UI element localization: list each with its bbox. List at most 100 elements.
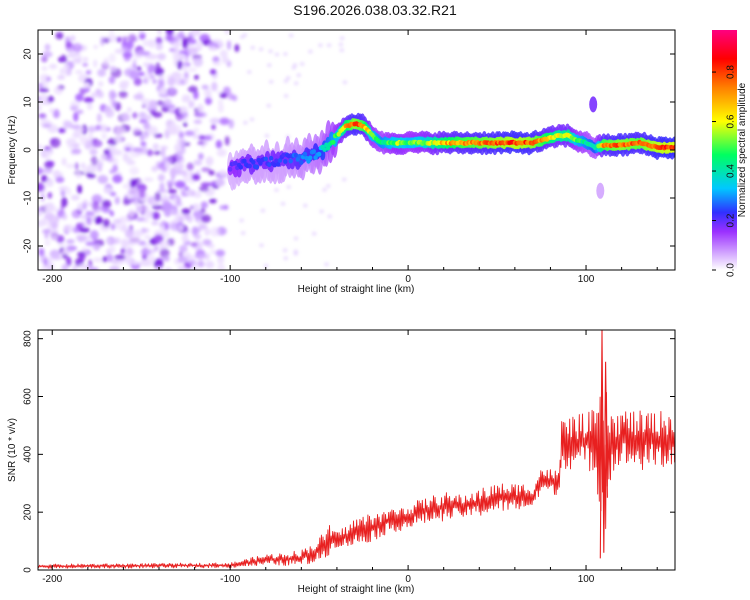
noise-blob bbox=[60, 188, 66, 197]
ridge-core bbox=[311, 149, 316, 154]
noise-blob bbox=[217, 99, 224, 104]
noise-blob bbox=[130, 196, 141, 202]
spectrogram-ridge-layer bbox=[227, 96, 675, 199]
ridge-core bbox=[233, 160, 238, 166]
ridge-core bbox=[299, 160, 304, 165]
noise-blob bbox=[132, 127, 142, 134]
noise-blob bbox=[264, 134, 270, 138]
noise-blob bbox=[151, 165, 159, 172]
noise-blob bbox=[205, 252, 210, 261]
noise-blob bbox=[291, 66, 296, 70]
noise-blob bbox=[181, 208, 191, 215]
noise-blob bbox=[54, 215, 60, 222]
noise-blob bbox=[294, 81, 299, 86]
noise-blob bbox=[266, 103, 271, 108]
noise-blob bbox=[193, 90, 199, 100]
noise-blob bbox=[43, 257, 48, 267]
noise-blob bbox=[143, 62, 150, 67]
noise-blob bbox=[93, 244, 101, 251]
noise-blob bbox=[120, 238, 129, 249]
noise-blob bbox=[173, 162, 185, 171]
noise-blob bbox=[215, 178, 225, 187]
noise-blob bbox=[250, 45, 255, 50]
noise-blob bbox=[187, 85, 198, 93]
noise-blob bbox=[195, 41, 203, 51]
noise-blob bbox=[98, 91, 104, 99]
noise-blob bbox=[61, 197, 68, 208]
noise-blob bbox=[44, 238, 51, 247]
noise-blob bbox=[193, 203, 200, 212]
noise-blob bbox=[75, 172, 82, 179]
noise-blob bbox=[97, 162, 103, 173]
noise-blob bbox=[119, 80, 129, 90]
noise-blob bbox=[57, 74, 66, 80]
noise-blob bbox=[46, 76, 52, 82]
noise-blob bbox=[61, 157, 67, 166]
snr-line bbox=[38, 392, 675, 569]
noise-blob bbox=[173, 170, 185, 175]
noise-blob bbox=[122, 52, 133, 59]
noise-blob bbox=[200, 182, 211, 188]
noise-blob bbox=[219, 169, 226, 176]
ridge-core bbox=[276, 162, 281, 167]
noise-blob bbox=[142, 228, 150, 233]
snr-background bbox=[38, 330, 675, 570]
noise-blob bbox=[210, 249, 216, 255]
noise-blob bbox=[150, 109, 157, 116]
noise-blob bbox=[165, 33, 174, 42]
noise-blob bbox=[167, 126, 178, 134]
noise-blob bbox=[197, 254, 208, 259]
noise-blob bbox=[72, 43, 83, 52]
noise-blob bbox=[146, 255, 156, 264]
ridge-core bbox=[238, 164, 243, 170]
x-tick-label: 0 bbox=[405, 274, 411, 285]
noise-blob bbox=[132, 58, 137, 65]
noise-blob bbox=[65, 256, 72, 267]
noise-blob bbox=[109, 169, 115, 174]
noise-blob bbox=[168, 109, 180, 114]
noise-blob bbox=[133, 77, 142, 86]
noise-blob bbox=[267, 63, 272, 67]
ridge-core bbox=[242, 158, 247, 164]
snr-x-label: Height of straight line (km) bbox=[298, 584, 415, 595]
noise-blob bbox=[326, 184, 331, 188]
spectrogram-x-axis: -200 -100 0 100 bbox=[42, 30, 658, 285]
ridge-core bbox=[286, 153, 292, 159]
noise-blob bbox=[106, 238, 112, 244]
noise-blob bbox=[72, 264, 78, 270]
noise-blob bbox=[118, 90, 128, 98]
noise-blob bbox=[41, 51, 53, 58]
noise-blob bbox=[47, 192, 53, 199]
noise-blob bbox=[38, 113, 47, 118]
y-tick-label: 600 bbox=[23, 388, 34, 405]
noise-blob bbox=[55, 32, 64, 40]
noise-blob bbox=[161, 148, 166, 158]
noise-blob bbox=[183, 77, 189, 85]
noise-blob bbox=[143, 218, 150, 223]
noise-blob bbox=[204, 227, 211, 236]
noise-blob bbox=[209, 117, 221, 124]
noise-blob bbox=[129, 166, 140, 176]
noise-blob bbox=[300, 62, 305, 66]
noise-blob bbox=[219, 205, 225, 210]
noise-blob bbox=[339, 48, 344, 52]
noise-blob bbox=[193, 119, 202, 125]
noise-blob bbox=[109, 30, 114, 33]
ridge-core bbox=[297, 153, 302, 159]
noise-blob bbox=[193, 191, 202, 199]
noise-blob bbox=[77, 202, 84, 211]
noise-blob bbox=[190, 30, 201, 37]
noise-blob bbox=[38, 207, 42, 212]
noise-blob bbox=[283, 79, 289, 83]
noise-blob bbox=[159, 248, 170, 259]
noise-blob bbox=[108, 76, 116, 84]
noise-blob bbox=[181, 64, 188, 72]
noise-blob bbox=[162, 156, 173, 165]
noise-blob bbox=[160, 145, 169, 150]
noise-blob bbox=[142, 145, 148, 155]
ridge-mid bbox=[320, 149, 326, 161]
noise-blob bbox=[111, 148, 119, 156]
noise-blob bbox=[97, 68, 106, 77]
noise-blob bbox=[170, 222, 181, 232]
noise-blob bbox=[169, 209, 177, 215]
